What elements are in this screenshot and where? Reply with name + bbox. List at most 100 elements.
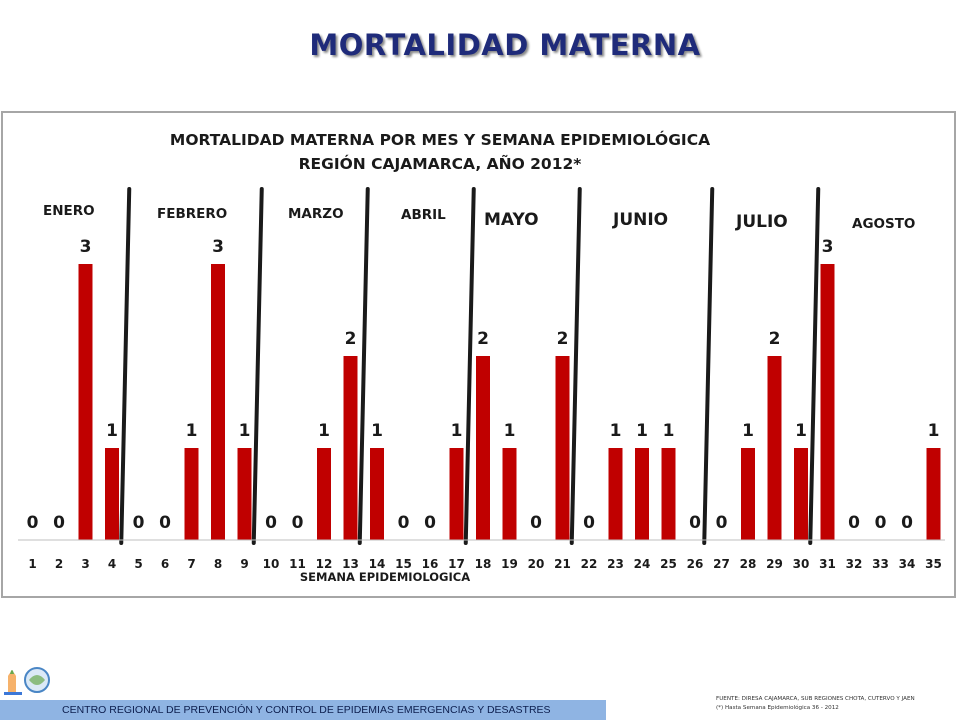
value-label-week-30: 1	[795, 421, 807, 441]
value-label-week-10: 0	[265, 513, 277, 533]
bar-week-13	[343, 356, 358, 540]
divider-after-marzo	[357, 187, 370, 545]
value-label-week-24: 1	[636, 421, 648, 441]
chart-frame: MORTALIDAD MATERNA POR MES Y SEMANA EPID…	[1, 111, 956, 598]
tick-label-week-9: 9	[240, 557, 248, 571]
month-label-febrero: FEBRERO	[157, 206, 227, 222]
value-label-week-12: 1	[318, 421, 330, 441]
value-label-week-28: 1	[742, 421, 754, 441]
bar-week-18	[476, 356, 490, 540]
tick-label-week-27: 27	[713, 557, 730, 571]
bar-week-23	[608, 448, 623, 540]
value-label-week-11: 0	[292, 513, 304, 533]
bars	[78, 264, 941, 540]
tick-label-week-30: 30	[793, 557, 810, 571]
value-label-week-17: 1	[451, 421, 463, 441]
slide-title: MORTALIDAD MATERNA	[309, 28, 701, 62]
tick-label-week-24: 24	[634, 557, 651, 571]
tick-label-week-29: 29	[766, 557, 783, 571]
value-label-week-6: 0	[159, 513, 171, 533]
tick-label-week-14: 14	[369, 557, 386, 571]
tick-label-week-12: 12	[316, 557, 333, 571]
tick-label-week-2: 2	[55, 557, 63, 571]
divider-after-abril	[463, 187, 476, 545]
tick-label-week-17: 17	[448, 557, 465, 571]
value-label-week-29: 2	[769, 329, 781, 349]
tick-label-week-13: 13	[342, 557, 359, 571]
bar-week-29	[767, 356, 782, 540]
value-label-week-25: 1	[663, 421, 675, 441]
month-label-abril: ABRIL	[401, 207, 446, 223]
month-label-agosto: AGOSTO	[852, 216, 915, 232]
tick-label-week-35: 35	[925, 557, 942, 571]
bar-week-21	[555, 356, 570, 540]
value-label-week-14: 1	[371, 421, 383, 441]
footer-text: CENTRO REGIONAL DE PREVENCIÓN Y CONTROL …	[62, 704, 551, 716]
tick-label-week-26: 26	[687, 557, 704, 571]
value-label-week-9: 1	[239, 421, 251, 441]
tick-label-week-28: 28	[740, 557, 757, 571]
bar-week-9	[237, 448, 252, 540]
value-label-week-22: 0	[583, 513, 595, 533]
tick-label-week-23: 23	[607, 557, 624, 571]
value-label-week-32: 0	[848, 513, 860, 533]
bar-week-17	[449, 448, 464, 540]
value-label-week-13: 2	[345, 329, 357, 349]
tick-label-week-3: 3	[81, 557, 89, 571]
tick-label-week-11: 11	[289, 557, 306, 571]
tick-label-week-34: 34	[899, 557, 916, 571]
value-label-week-2: 0	[53, 513, 65, 533]
value-label-week-35: 1	[928, 421, 940, 441]
value-label-week-34: 0	[901, 513, 913, 533]
value-label-week-5: 0	[133, 513, 145, 533]
footer-bar: CENTRO REGIONAL DE PREVENCIÓN Y CONTROL …	[0, 700, 606, 720]
tick-label-week-18: 18	[475, 557, 492, 571]
source-line-2: (*) Hasta Semana Epidemiológica 36 - 201…	[716, 705, 839, 711]
chart-subtitle: REGIÓN CAJAMARCA, AÑO 2012*	[299, 154, 582, 173]
value-label-week-15: 0	[398, 513, 410, 533]
bar-week-7	[184, 448, 199, 540]
value-label-week-31: 3	[822, 237, 834, 257]
tick-label-week-25: 25	[660, 557, 677, 571]
month-label-marzo: MARZO	[288, 206, 344, 222]
bar-week-35	[926, 448, 941, 540]
value-label-week-23: 1	[610, 421, 622, 441]
bar-week-30	[794, 448, 808, 540]
tick-label-week-10: 10	[263, 557, 280, 571]
value-label-week-4: 1	[106, 421, 118, 441]
divider-after-enero	[119, 187, 132, 545]
bar-week-3	[78, 264, 93, 540]
tick-label-week-32: 32	[846, 557, 863, 571]
organization-logo	[4, 667, 50, 695]
value-label-week-33: 0	[875, 513, 887, 533]
divider-after-febrero	[251, 187, 264, 545]
value-label-week-27: 0	[716, 513, 728, 533]
tick-label-week-6: 6	[161, 557, 169, 571]
bar-week-31	[820, 264, 835, 540]
chart-title: MORTALIDAD MATERNA POR MES Y SEMANA EPID…	[170, 130, 710, 149]
tick-label-week-21: 21	[554, 557, 571, 571]
value-label-week-1: 0	[27, 513, 39, 533]
tick-label-week-22: 22	[581, 557, 598, 571]
bar-week-14	[370, 448, 384, 540]
month-label-junio: JUNIO	[612, 210, 668, 230]
x-axis-label: SEMANA EPIDEMIOLOGICA	[300, 570, 470, 584]
bar-week-12	[317, 448, 331, 540]
tick-label-week-5: 5	[134, 557, 142, 571]
value-label-week-19: 1	[504, 421, 516, 441]
tick-label-week-31: 31	[819, 557, 836, 571]
month-labels: ENERO FEBRERO MARZO ABRIL MAYO JUNIO JULIO AGOS…	[43, 203, 915, 232]
month-label-enero: ENERO	[43, 203, 95, 219]
tick-label-week-8: 8	[214, 557, 222, 571]
tick-label-week-7: 7	[187, 557, 195, 571]
month-label-mayo: MAYO	[484, 210, 539, 230]
bar-week-25	[661, 448, 676, 540]
tick-label-week-16: 16	[422, 557, 439, 571]
bar-week-28	[741, 448, 755, 540]
tick-label-week-1: 1	[28, 557, 36, 571]
value-label-week-8: 3	[212, 237, 224, 257]
tick-label-week-33: 33	[872, 557, 889, 571]
value-label-week-20: 0	[530, 513, 542, 533]
month-label-julio: JULIO	[735, 212, 788, 232]
